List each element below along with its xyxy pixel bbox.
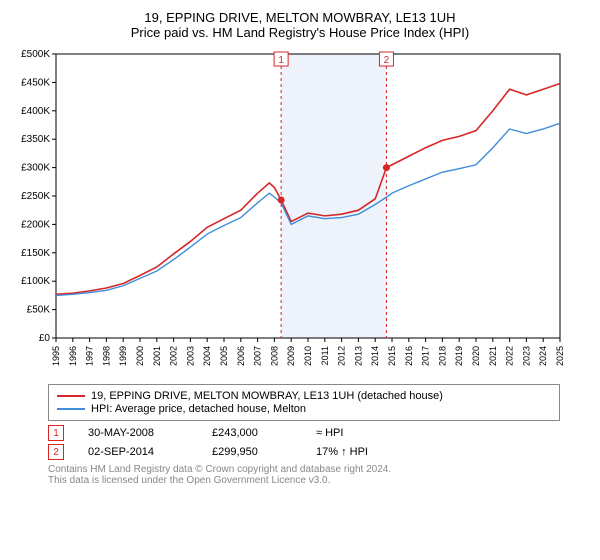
transactions-list: 1 30-MAY-2008 £243,000 ≈ HPI 2 02-SEP-2014 £29…	[48, 425, 560, 460]
transaction-row: 1 30-MAY-2008 £243,000 ≈ HPI	[48, 425, 560, 441]
svg-text:2007: 2007	[253, 346, 263, 366]
svg-text:£250K: £250K	[21, 191, 50, 202]
svg-text:2014: 2014	[370, 346, 380, 366]
transaction-marker: 1	[48, 425, 64, 441]
svg-text:2018: 2018	[437, 346, 447, 366]
svg-text:2000: 2000	[135, 346, 145, 366]
svg-text:£450K: £450K	[21, 77, 50, 88]
legend-box: 19, EPPING DRIVE, MELTON MOWBRAY, LE13 1…	[48, 384, 560, 421]
svg-text:2017: 2017	[421, 346, 431, 366]
footer-attribution: Contains HM Land Registry data © Crown c…	[48, 464, 560, 486]
price-chart: £0 £50K £100K £150K £200K £250K £300K £350K £400…	[10, 48, 570, 378]
transaction-price: £243,000	[212, 427, 292, 439]
svg-text:2002: 2002	[169, 346, 179, 366]
svg-text:1995: 1995	[51, 346, 61, 366]
chart-title-block: 19, EPPING DRIVE, MELTON MOWBRAY, LE13 1…	[10, 10, 590, 40]
svg-text:£350K: £350K	[21, 134, 50, 145]
svg-text:2010: 2010	[303, 346, 313, 366]
title-line2: Price paid vs. HM Land Registry's House …	[10, 25, 590, 40]
svg-text:1: 1	[278, 55, 284, 66]
legend-swatch	[57, 408, 85, 410]
svg-text:2024: 2024	[538, 346, 548, 366]
svg-text:2006: 2006	[236, 346, 246, 366]
svg-text:1999: 1999	[118, 346, 128, 366]
chart-container: £0 £50K £100K £150K £200K £250K £300K £350K £400…	[10, 48, 590, 378]
svg-text:£150K: £150K	[21, 248, 50, 259]
svg-text:1996: 1996	[68, 346, 78, 366]
transaction-row: 2 02-SEP-2014 £299,950 17% ↑ HPI	[48, 444, 560, 460]
transaction-date: 30-MAY-2008	[88, 427, 188, 439]
svg-text:2025: 2025	[555, 346, 565, 366]
transaction-date: 02-SEP-2014	[88, 446, 188, 458]
legend-label: HPI: Average price, detached house, Melt…	[91, 403, 306, 415]
footer-line2: This data is licensed under the Open Gov…	[48, 475, 560, 486]
svg-text:2020: 2020	[471, 346, 481, 366]
legend-label: 19, EPPING DRIVE, MELTON MOWBRAY, LE13 1…	[91, 390, 443, 402]
transaction-pct: 17% ↑ HPI	[316, 446, 406, 458]
svg-text:£100K: £100K	[21, 276, 50, 287]
svg-text:2008: 2008	[269, 346, 279, 366]
legend-row: 19, EPPING DRIVE, MELTON MOWBRAY, LE13 1…	[57, 390, 551, 402]
svg-text:2022: 2022	[505, 346, 515, 366]
svg-text:2021: 2021	[488, 346, 498, 366]
svg-text:2012: 2012	[337, 346, 347, 366]
svg-text:1997: 1997	[85, 346, 95, 366]
title-line1: 19, EPPING DRIVE, MELTON MOWBRAY, LE13 1…	[10, 10, 590, 25]
svg-text:2001: 2001	[152, 346, 162, 366]
svg-text:2019: 2019	[454, 346, 464, 366]
footer-line1: Contains HM Land Registry data © Crown c…	[48, 464, 560, 475]
legend-swatch	[57, 395, 85, 397]
svg-text:2016: 2016	[404, 346, 414, 366]
svg-text:£400K: £400K	[21, 106, 50, 117]
svg-text:2005: 2005	[219, 346, 229, 366]
svg-text:2009: 2009	[286, 346, 296, 366]
svg-text:2013: 2013	[353, 346, 363, 366]
transaction-pct: ≈ HPI	[316, 427, 406, 439]
legend-row: HPI: Average price, detached house, Melt…	[57, 403, 551, 415]
svg-text:£300K: £300K	[21, 163, 50, 174]
svg-text:£500K: £500K	[21, 49, 50, 60]
svg-text:2011: 2011	[320, 346, 330, 365]
svg-text:1998: 1998	[101, 346, 111, 366]
svg-text:2004: 2004	[202, 346, 212, 366]
svg-text:£200K: £200K	[21, 219, 50, 230]
svg-text:2015: 2015	[387, 346, 397, 366]
svg-text:2003: 2003	[185, 346, 195, 366]
transaction-marker: 2	[48, 444, 64, 460]
svg-text:£0: £0	[39, 333, 51, 344]
svg-text:2: 2	[384, 55, 390, 66]
transaction-price: £299,950	[212, 446, 292, 458]
svg-text:£50K: £50K	[27, 305, 51, 316]
svg-text:2023: 2023	[521, 346, 531, 366]
